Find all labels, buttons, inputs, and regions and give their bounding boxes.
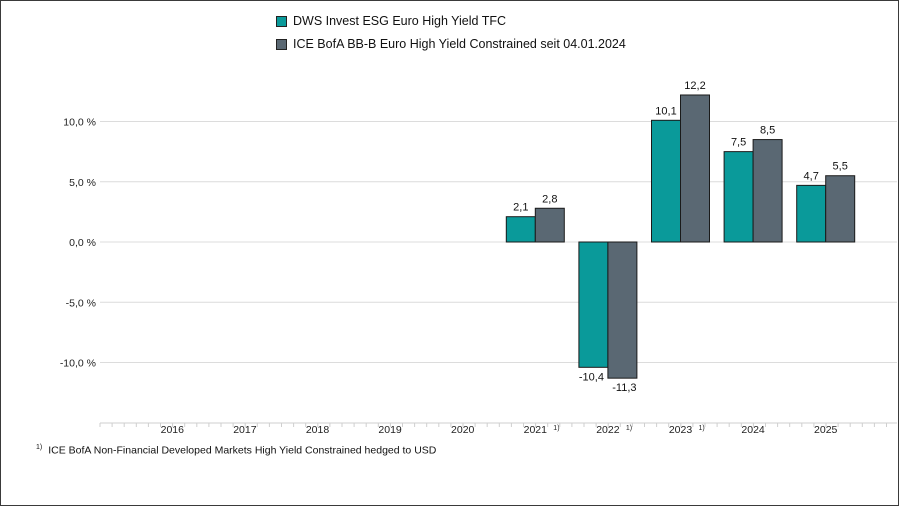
x-tick-label-2018: 2018: [306, 424, 330, 436]
x-tick-label-2022: 2022: [596, 424, 620, 436]
x-tick-note-2023: 1): [699, 425, 705, 432]
data-label-benchmark-2025: 5,5: [833, 161, 848, 173]
bar-fund-2023: [651, 119, 681, 243]
bar-benchmark-2025: [825, 175, 856, 243]
legend-swatch-fund: [276, 15, 287, 27]
legend-item-fund: DWS Invest ESG Euro High Yield TFC: [276, 11, 626, 31]
bar-benchmark-2021: [534, 207, 565, 243]
bar-benchmark-2022: [607, 241, 638, 379]
x-tick-label-2017: 2017: [233, 424, 257, 436]
legend-label-benchmark: ICE BofA BB-B Euro High Yield Constraine…: [293, 37, 626, 51]
data-label-fund-2025: 4,7: [804, 170, 819, 182]
legend: DWS Invest ESG Euro High Yield TFC ICE B…: [276, 11, 626, 57]
x-tick-note-2022: 1): [626, 425, 632, 432]
x-tick-note-2021: 1): [553, 425, 559, 432]
data-label-fund-2023: 10,1: [655, 105, 676, 117]
bar-fund-2021: [505, 216, 536, 243]
footnote-text: ICE BofA Non-Financial Developed Markets…: [48, 444, 437, 457]
data-label-benchmark-2024: 8,5: [760, 125, 775, 137]
legend-label-fund: DWS Invest ESG Euro High Yield TFC: [293, 14, 507, 28]
bar-fund-2022: [578, 241, 609, 368]
footnote: 1) ICE BofA Non-Financial Developed Marke…: [36, 444, 436, 457]
y-tick-label-4: -10,0 %: [60, 358, 96, 370]
footnote-marker: 1): [36, 444, 43, 451]
x-tick-label-2025: 2025: [814, 424, 838, 436]
bar-fund-2025: [796, 184, 827, 243]
y-tick-label-2: 0,0 %: [69, 237, 96, 249]
legend-swatch-benchmark: [276, 38, 287, 50]
data-label-fund-2024: 7,5: [731, 137, 746, 149]
x-tick-label-2019: 2019: [378, 424, 402, 436]
data-label-benchmark-2021: 2,8: [542, 193, 557, 205]
y-tick-label-3: -5,0 %: [66, 297, 96, 309]
y-tick-label-0: 10,0 %: [63, 117, 96, 129]
legend-item-benchmark: ICE BofA BB-B Euro High Yield Constraine…: [276, 34, 626, 54]
x-tick-label-2023: 2023: [669, 424, 693, 436]
data-label-fund-2022: -10,4: [579, 371, 604, 383]
y-tick-label-1: 5,0 %: [69, 177, 96, 189]
x-tick-label-2021: 2021: [524, 424, 548, 436]
x-tick-label-2024: 2024: [741, 424, 765, 436]
data-label-benchmark-2022: -11,3: [612, 382, 636, 394]
data-label-benchmark-2023: 12,2: [684, 80, 705, 92]
bar-benchmark-2023: [680, 94, 710, 243]
x-tick-label-2020: 2020: [451, 424, 475, 436]
bar-fund-2024: [723, 151, 754, 243]
bar-benchmark-2024: [752, 139, 783, 243]
data-label-fund-2021: 2,1: [513, 202, 528, 214]
x-tick-label-2016: 2016: [161, 424, 185, 436]
